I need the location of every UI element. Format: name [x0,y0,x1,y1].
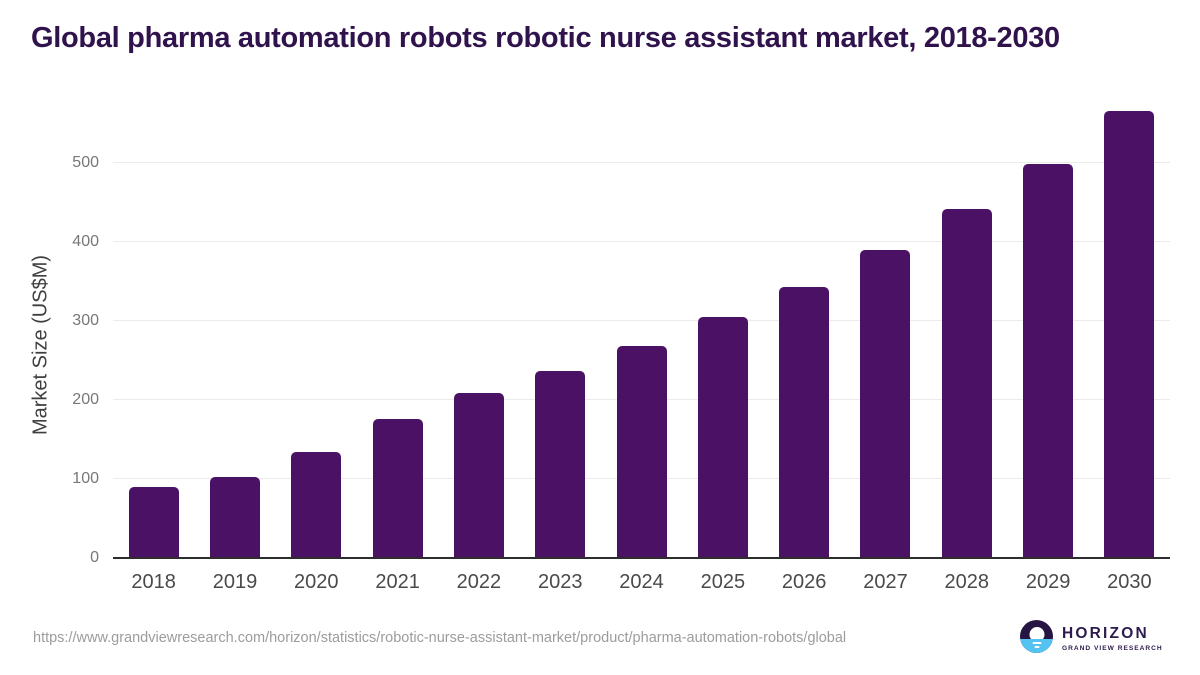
sun-shape [1029,627,1044,642]
bars-container: 2018 2019 2020 2021 2022 2023 2024 2025 2026 2027… [113,98,1170,593]
x-tick-label-2026: 2026 [781,571,827,593]
x-tick-label-2022: 2022 [456,571,502,593]
y-tick-label-400: 400 [72,232,99,250]
bar-2023[interactable] [535,370,586,558]
horizon-sunset-icon [1020,620,1053,653]
bar-2028[interactable] [941,209,992,558]
bar-2019[interactable] [209,476,260,558]
x-tick-label-2025: 2025 [700,571,746,593]
reflection-dash [1034,646,1039,649]
bar-slot-2021: 2021 [357,98,438,593]
x-tick-label-2020: 2020 [294,571,339,593]
bar-slot-2023: 2023 [520,98,601,593]
bar-slot-2029: 2029 [1007,98,1088,593]
gridline-400 [113,240,1170,242]
bar-2018[interactable] [128,486,179,558]
y-axis-title: Market Size (US$M) [29,254,52,436]
bar-2024[interactable] [616,346,667,558]
chart-title: Global pharma automation robots robotic … [31,22,1060,54]
bar-2025[interactable] [697,316,748,558]
bar-slot-2027: 2027 [845,98,926,593]
logo-text: HORIZON GRAND VIEW RESEARCH [1062,626,1163,653]
x-tick-label-2019: 2019 [212,571,258,593]
source-url: https://www.grandviewresearch.com/horizo… [33,630,847,646]
bar-2030[interactable] [1104,111,1155,558]
bar-slot-2028: 2028 [926,98,1007,593]
x-tick-label-2018: 2018 [131,571,176,593]
x-axis-line [113,557,1170,559]
x-tick-label-2027: 2027 [863,571,908,593]
bar-slot-2020: 2020 [276,98,357,593]
bar-slot-2030: 2030 [1089,98,1170,593]
x-tick-label-2023: 2023 [537,571,583,593]
x-tick-label-2030: 2030 [1107,571,1152,593]
bar-slot-2019: 2019 [194,98,275,593]
reflection-dash [1032,641,1041,644]
bar-2021[interactable] [372,418,423,558]
x-tick-label-2021: 2021 [375,571,420,593]
bar-2027[interactable] [860,249,911,558]
logo-subtitle: GRAND VIEW RESEARCH [1062,645,1163,652]
y-tick-label-300: 300 [72,311,99,329]
bar-slot-2025: 2025 [682,98,763,593]
gridline-500 [113,161,1170,163]
bar-slot-2022: 2022 [438,98,519,593]
y-tick-label-500: 500 [72,153,99,171]
horizon-logo: HORIZON GRAND VIEW RESEARCH [1020,619,1180,659]
gridline-300 [113,319,1170,321]
bar-2029[interactable] [1023,163,1074,558]
x-tick-label-2028: 2028 [944,571,990,593]
bar-slot-2024: 2024 [601,98,682,593]
bar-2026[interactable] [779,286,830,558]
y-tick-label-200: 200 [72,390,99,408]
y-tick-label-0: 0 [90,549,99,566]
bar-2020[interactable] [291,452,342,558]
x-tick-label-2029: 2029 [1025,571,1071,593]
x-tick-label-2024: 2024 [619,571,664,593]
bar-2022[interactable] [453,392,504,558]
bar-slot-2018: 2018 [113,98,194,593]
bar-slot-2026: 2026 [764,98,845,593]
logo-brand: HORIZON [1062,625,1149,642]
plot-area: 0 100 200 300 400 500 2018 2019 2020 2021 2022 2023… [72,98,1170,593]
y-tick-label-100: 100 [72,469,99,487]
